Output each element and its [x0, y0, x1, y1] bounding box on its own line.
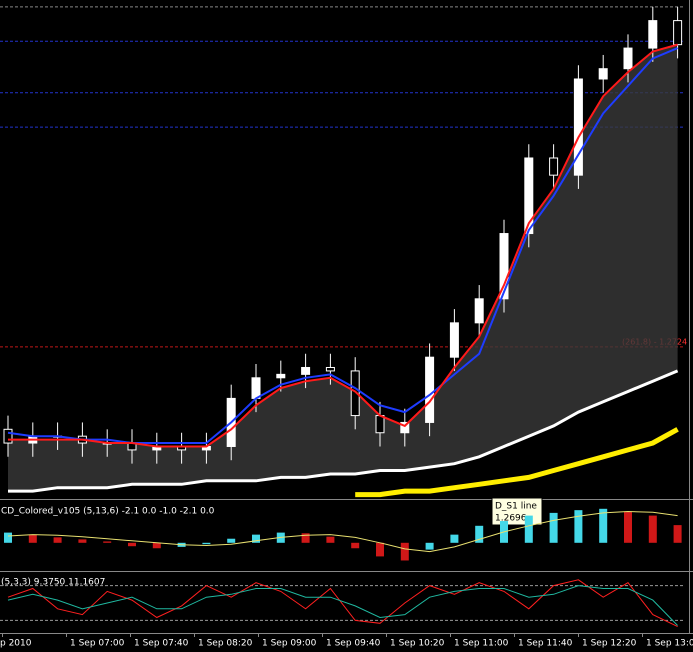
- tooltip-title: D_S1 line: [495, 502, 537, 512]
- x-tick-label: 1 Sep 07:00: [70, 639, 125, 649]
- histogram-bar: [524, 515, 533, 543]
- overlay-line: [355, 427, 679, 498]
- signal-line: [7, 510, 678, 553]
- candle-body: [549, 157, 559, 176]
- histogram-bar: [28, 534, 37, 543]
- histogram-bar: [53, 537, 62, 543]
- candle-body: [598, 68, 608, 80]
- histogram-bar: [252, 534, 260, 543]
- candle-body: [350, 370, 360, 417]
- histogram-bar: [475, 525, 484, 543]
- candle-body: [375, 415, 385, 434]
- histogram-bar: [326, 536, 335, 543]
- x-tick-label: 1 Sep 07:40: [134, 639, 189, 649]
- x-tick-label: p 2010: [0, 639, 32, 649]
- pane-title: CD_Colored_v105 (5,13,6) -2.1 0.0 -1.0 -…: [1, 507, 215, 517]
- histogram-bar: [301, 533, 310, 543]
- candle-body: [499, 233, 509, 300]
- histogram-bar: [673, 525, 682, 543]
- histogram-bar: [400, 542, 409, 561]
- histogram-bar: [549, 512, 558, 543]
- x-tick-label: 1 Sep 11:40: [518, 639, 573, 649]
- candle-body: [623, 47, 633, 70]
- histogram-bar: [128, 542, 136, 547]
- histogram-bar: [574, 510, 583, 543]
- oscillator-line: [7, 585, 678, 626]
- overlay-line: [7, 47, 678, 444]
- histogram-bar: [4, 532, 12, 543]
- tooltip-box: [491, 497, 543, 526]
- x-tick-label: 1 Sep 09:00: [262, 639, 317, 649]
- histogram-bar: [376, 542, 384, 557]
- x-tick-label: 1 Sep 10:20: [390, 639, 445, 649]
- candle-body: [474, 298, 484, 324]
- candle-body: [325, 366, 335, 372]
- histogram-bar: [78, 539, 87, 543]
- oscillator-line: [7, 579, 678, 628]
- candle-body: [648, 20, 658, 49]
- histogram-bar: [624, 511, 632, 543]
- candle-body: [524, 157, 534, 235]
- histogram-bar: [202, 542, 211, 545]
- x-tick-label: 1 Sep 12:20: [582, 639, 637, 649]
- candle-body: [3, 428, 13, 444]
- histogram-bar: [450, 534, 459, 543]
- tooltip-value: 1.2696: [495, 514, 527, 524]
- candle-body: [251, 377, 261, 399]
- histogram-bar: [648, 515, 657, 543]
- candle-body: [449, 322, 459, 358]
- candle-body: [400, 421, 410, 434]
- x-tick-label: 1 Sep 08:20: [198, 639, 253, 649]
- x-tick-label: 1 Sep 11:00: [454, 639, 509, 649]
- candle-body: [276, 373, 286, 379]
- histogram-bar: [351, 542, 360, 549]
- x-tick-label: 1 Sep 09:40: [326, 639, 381, 649]
- histogram-bar: [599, 508, 608, 543]
- histogram-bar: [152, 542, 161, 549]
- ribbon-fill: [8, 44, 678, 492]
- tooltip: D_S1 line 1.2696: [491, 497, 543, 526]
- candle-body: [425, 356, 435, 423]
- histogram-bar: [227, 538, 236, 543]
- candle-body: [301, 366, 311, 375]
- pane-title: (5,3,3) 9.3750 11.1607: [1, 578, 105, 588]
- overlay-line: [8, 369, 679, 493]
- x-tick-label: 1 Sep 13:00: [646, 639, 693, 649]
- histogram-bar: [425, 542, 434, 550]
- overlay-line: [8, 43, 678, 448]
- histogram-bar: [103, 541, 112, 543]
- candle-body: [573, 78, 583, 176]
- candle-body: [673, 20, 683, 46]
